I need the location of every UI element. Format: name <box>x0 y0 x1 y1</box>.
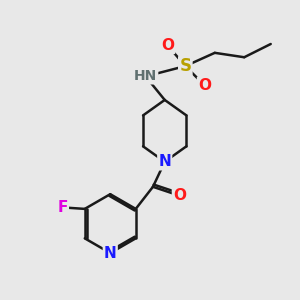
Text: HN: HN <box>134 69 157 83</box>
Text: S: S <box>179 57 191 75</box>
Text: N: N <box>158 154 171 169</box>
Text: O: O <box>161 38 174 53</box>
Text: F: F <box>58 200 68 215</box>
Text: N: N <box>104 246 117 261</box>
Text: O: O <box>173 188 186 203</box>
Text: O: O <box>198 78 211 93</box>
